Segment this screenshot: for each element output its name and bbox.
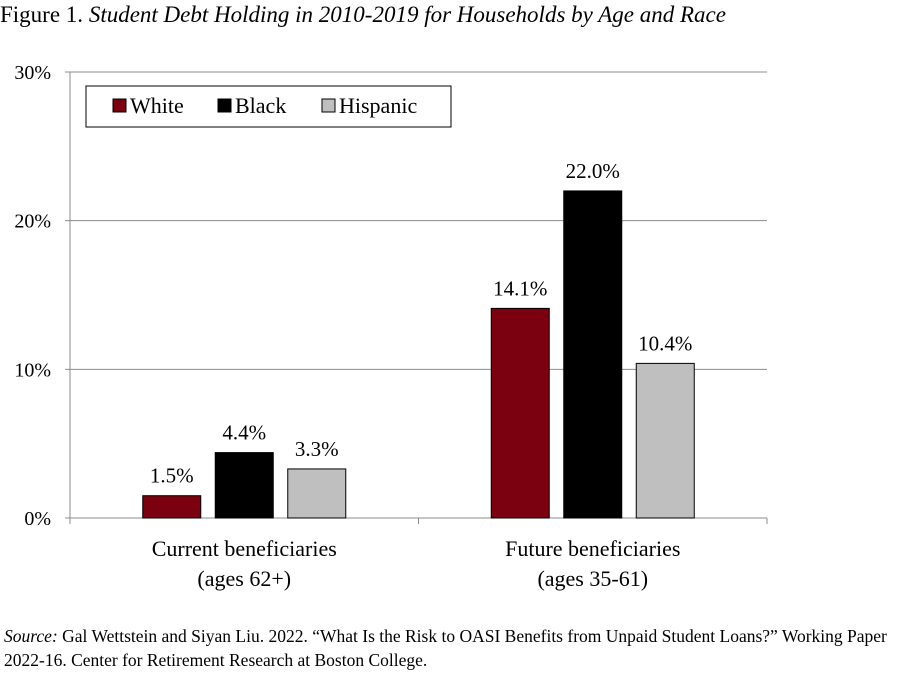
figure-title: Figure 1. Student Debt Holding in 2010-2… bbox=[0, 2, 915, 28]
x-category-label: Future beneficiaries bbox=[505, 536, 680, 561]
legend-label-black: Black bbox=[235, 93, 286, 118]
x-category-label: (ages 62+) bbox=[197, 566, 291, 591]
data-labels: 1.5% 4.4% 3.3% 14.1% 22.0% 10.4% bbox=[150, 159, 693, 488]
source-note: Source: Gal Wettstein and Siyan Liu. 202… bbox=[4, 624, 904, 672]
legend-box bbox=[85, 85, 452, 128]
y-tick-label: 0% bbox=[24, 508, 51, 530]
data-label: 4.4% bbox=[222, 421, 266, 445]
y-tick-label: 30% bbox=[14, 62, 51, 84]
data-label: 1.5% bbox=[150, 464, 194, 488]
bar-white bbox=[142, 495, 202, 519]
bar-white bbox=[490, 307, 550, 519]
y-tick-label: 10% bbox=[14, 359, 51, 381]
axes: 0% 10% 20% 30% Current beneficiaries (ages 62… bbox=[14, 62, 768, 591]
bar-black bbox=[214, 452, 274, 519]
x-category-label: Current beneficiaries bbox=[152, 536, 337, 561]
legend: White Black Hispanic bbox=[85, 85, 452, 128]
x-category-label: (ages 35-61) bbox=[537, 566, 648, 591]
legend-swatch-white bbox=[112, 98, 127, 113]
source-label: Source: bbox=[4, 626, 58, 646]
legend-swatch-black bbox=[217, 98, 232, 113]
bar-hispanic bbox=[287, 468, 347, 519]
figure-label: Figure 1. bbox=[0, 2, 84, 27]
legend-swatch-hispanic bbox=[321, 98, 336, 113]
legend-label-white: White bbox=[130, 93, 184, 118]
data-label: 10.4% bbox=[638, 331, 692, 355]
figure-title-text: Student Debt Holding in 2010-2019 for Ho… bbox=[88, 2, 726, 27]
bar-hispanic bbox=[635, 362, 695, 519]
source-text: Gal Wettstein and Siyan Liu. 2022. “What… bbox=[4, 626, 887, 670]
y-tick-label: 20% bbox=[14, 211, 51, 233]
bar-black bbox=[563, 190, 623, 519]
data-label: 22.0% bbox=[566, 159, 620, 183]
bars bbox=[142, 190, 695, 519]
legend-label-hispanic: Hispanic bbox=[339, 93, 417, 118]
data-label: 14.1% bbox=[493, 276, 547, 300]
data-label: 3.3% bbox=[295, 437, 339, 461]
